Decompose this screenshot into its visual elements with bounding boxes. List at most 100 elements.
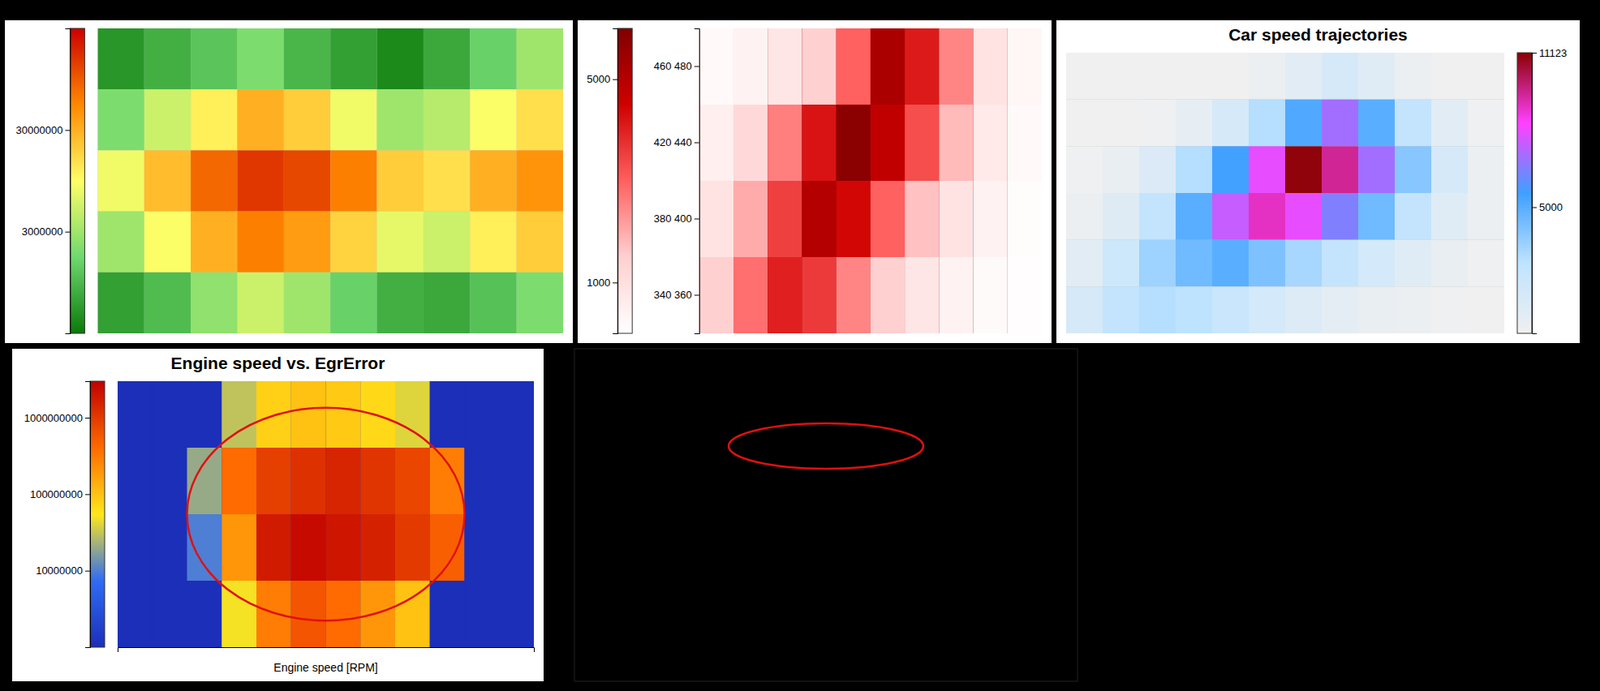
heat-cell xyxy=(1467,99,1505,147)
color-tick: 10000000 xyxy=(35,564,91,577)
heat-cell xyxy=(221,580,257,648)
heat-cell xyxy=(423,211,470,273)
heat-cell xyxy=(190,28,237,90)
heat-cell xyxy=(1358,286,1395,334)
heat-cell xyxy=(836,104,871,181)
color-axis-line xyxy=(1532,53,1538,335)
row-label: 340 360 xyxy=(653,288,693,302)
heat-cell xyxy=(1139,99,1176,147)
heat-cell xyxy=(1066,146,1103,194)
heat-cell xyxy=(291,514,327,581)
heat-cell xyxy=(1175,99,1213,147)
row-tick-mark xyxy=(694,219,700,220)
heat-cell xyxy=(973,180,1008,258)
heat-cell xyxy=(190,211,237,273)
heat-cell xyxy=(187,580,223,648)
x-axis-line xyxy=(118,648,535,654)
heat-cell xyxy=(1431,193,1468,241)
heat-cell xyxy=(1467,52,1505,100)
dashboard: 30000003000000010005000460 480420 440380… xyxy=(0,0,1600,691)
heat-cell xyxy=(97,150,144,211)
heat-cell xyxy=(1285,99,1322,147)
heat-cell xyxy=(1139,146,1176,194)
heat-cell xyxy=(464,580,500,648)
heat-cell xyxy=(377,89,424,151)
heat-cell xyxy=(360,447,396,515)
heat-cell xyxy=(469,272,517,334)
heat-cell xyxy=(767,104,802,181)
heat-cell xyxy=(256,514,292,581)
heat-cell xyxy=(1285,286,1322,334)
row-tick: 380 400 xyxy=(653,212,700,225)
heat-cell xyxy=(1358,193,1395,241)
heat-cell xyxy=(733,104,768,181)
heat-cell xyxy=(221,381,257,448)
heat-cell xyxy=(117,381,153,448)
heat-cell xyxy=(1467,193,1505,241)
panel-background xyxy=(1056,20,1580,344)
cells xyxy=(117,381,534,648)
heat-cell xyxy=(801,104,836,181)
plot-background xyxy=(97,28,564,334)
color-tick: 1000000000 xyxy=(24,412,91,425)
highlight-ellipse xyxy=(187,408,465,621)
heat-cell xyxy=(190,150,237,211)
color-tick-mark xyxy=(85,494,91,495)
heat-cell xyxy=(377,211,424,273)
heat-cell xyxy=(516,272,564,334)
heat-cell xyxy=(1431,146,1468,194)
heat-cell xyxy=(221,514,257,581)
row-axis: 460 480420 440380 400340 360 xyxy=(653,29,701,335)
heat-cell xyxy=(870,104,905,181)
heat-cell xyxy=(1066,286,1103,334)
heat-cell xyxy=(377,28,424,90)
color-tick-label: 100000000 xyxy=(30,488,83,501)
heat-cell xyxy=(1066,52,1103,100)
heat-cell xyxy=(423,28,470,90)
heat-cell xyxy=(377,150,424,211)
panel xyxy=(574,348,1078,682)
heat-cell xyxy=(97,28,144,90)
page-background xyxy=(0,0,1600,691)
heat-cell xyxy=(1248,193,1286,241)
heat-cell xyxy=(256,381,292,448)
color-bar xyxy=(617,28,633,334)
heat-cell xyxy=(1102,193,1140,241)
heat-cell xyxy=(516,211,564,273)
heat-cell xyxy=(291,580,327,648)
color-axis: 10000000 100000000 1000000000 xyxy=(24,382,91,649)
heat-cell xyxy=(938,257,973,334)
heat-cell xyxy=(1212,52,1249,100)
color-tick-label: 1000 xyxy=(586,276,611,289)
heat-cell xyxy=(1139,193,1176,241)
heat-cell xyxy=(469,150,517,211)
heat-cell xyxy=(938,180,973,258)
heat-cell xyxy=(152,580,188,648)
color-bar xyxy=(90,381,105,648)
color-tick-label: 10000000 xyxy=(35,564,83,577)
heat-cell xyxy=(1394,52,1432,100)
heat-cell xyxy=(377,272,424,334)
heat-cell xyxy=(360,514,396,581)
heat-cell xyxy=(1139,52,1176,100)
heat-cell xyxy=(469,211,517,273)
row-tick: 420 440 xyxy=(653,136,700,149)
heat-cell xyxy=(469,28,517,90)
heat-cell xyxy=(360,381,396,448)
color-tick-mark xyxy=(612,282,618,284)
heat-cell xyxy=(1212,286,1249,334)
color-tick: 5000 xyxy=(1531,201,1563,214)
row-label: 380 400 xyxy=(653,212,693,225)
plot-background xyxy=(117,381,534,648)
heat-cell xyxy=(1431,52,1468,100)
heat-cell xyxy=(236,211,284,273)
heat-cell xyxy=(1066,193,1103,241)
color-axis-line xyxy=(85,382,91,649)
heat-cell xyxy=(699,28,734,105)
heat-cell xyxy=(1358,146,1395,194)
heat-cell xyxy=(117,447,153,515)
color-tick-label: 11123 xyxy=(1539,47,1567,60)
heat-cell xyxy=(1285,52,1322,100)
heat-cell xyxy=(1285,240,1322,288)
x-axis xyxy=(118,648,535,654)
